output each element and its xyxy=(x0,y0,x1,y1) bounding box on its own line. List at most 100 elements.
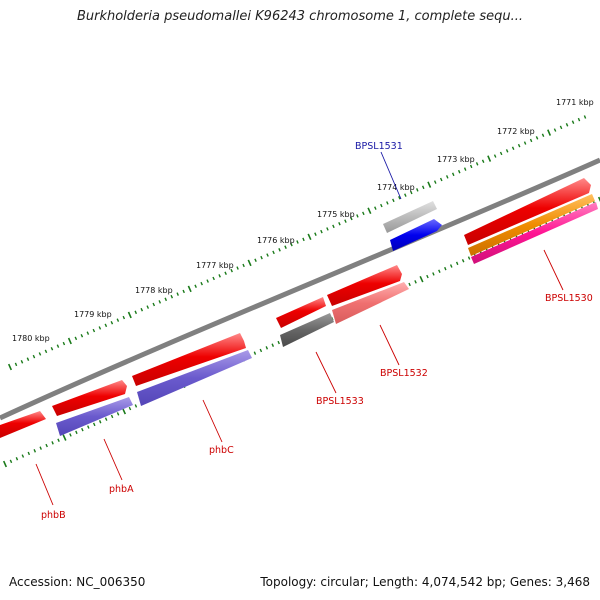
gene-feature-phba-red[interactable] xyxy=(52,380,127,416)
inner-scale-tick xyxy=(33,449,37,453)
outer-scale-tick xyxy=(505,149,509,153)
outer-scale-tick xyxy=(7,363,13,371)
outer-scale-tick xyxy=(272,250,275,255)
outer-scale-tick xyxy=(230,268,233,273)
inner-scale-tick xyxy=(432,272,435,276)
inner-scale-tick xyxy=(128,406,132,411)
map-title: Burkholderia pseudomallei K96243 chromos… xyxy=(76,9,524,24)
outer-scale-tick xyxy=(529,138,533,143)
outer-scale-tick xyxy=(427,181,432,188)
gene-feature-bpsl1531-light[interactable] xyxy=(383,201,437,233)
inner-scale-tick xyxy=(98,420,102,424)
outer-scale-tick xyxy=(433,180,437,184)
outer-scale-tick xyxy=(62,341,66,346)
kbp-label-1780: 1780 kbp xyxy=(12,334,50,343)
gene-feature-red-1533-upper[interactable] xyxy=(276,297,326,328)
gene-label-bpsl1531[interactable]: BPSL1531 xyxy=(355,141,403,152)
outer-scale-tick xyxy=(74,336,78,341)
outer-scale-tick xyxy=(380,203,383,208)
gene-feature-phbc-red[interactable] xyxy=(132,333,246,386)
outer-scale-tick xyxy=(457,169,461,174)
outer-scale-tick xyxy=(212,276,215,281)
kbp-label-1779: 1779 kbp xyxy=(74,310,112,319)
gene-feature-blue-arrow[interactable] xyxy=(390,219,442,251)
outer-scale-tick xyxy=(421,185,425,190)
outer-scale-tick xyxy=(146,305,150,309)
leader-bpsl1530 xyxy=(543,249,564,291)
gene-feature-bpsl1530-orange[interactable] xyxy=(468,194,595,256)
outer-scale-tick xyxy=(224,271,227,275)
leader-phbc xyxy=(202,399,223,443)
gene-label-bpsl1530[interactable]: BPSL1530 xyxy=(545,293,593,304)
accession-text: Accession: NC_006350 xyxy=(9,575,146,589)
inner-scale-tick xyxy=(265,346,269,350)
gene-label-bpsl1533[interactable]: BPSL1533 xyxy=(316,396,364,407)
leader-bpsl1532 xyxy=(379,324,400,366)
inner-scale-tick xyxy=(9,459,13,464)
gene-feature-bpsl1532-salmon[interactable] xyxy=(332,282,409,324)
inner-scale-tick xyxy=(444,266,447,271)
outer-scale-tick xyxy=(535,136,539,140)
outer-scale-tick xyxy=(247,259,252,267)
gene-feature-phba-purple[interactable] xyxy=(56,397,133,436)
gene-label-phbb[interactable]: phbB xyxy=(41,510,66,521)
outer-scale-tick xyxy=(26,357,30,361)
outer-scale-tick xyxy=(517,143,521,148)
outer-scale-tick xyxy=(439,177,443,182)
outer-scale-tick xyxy=(200,281,203,286)
outer-scale-tick xyxy=(553,128,557,132)
outer-scale-tick xyxy=(475,162,479,166)
inner-scale-tick xyxy=(134,404,138,408)
inner-scale-tick xyxy=(27,451,31,456)
outer-scale-tick xyxy=(392,198,395,203)
outer-scale-tick xyxy=(416,188,419,192)
inner-scale-tick xyxy=(75,430,78,435)
gene-labels: BPSL1531 BPSL1530 BPSL1532 BPSL1533 phbC… xyxy=(41,141,593,521)
inner-scale-tick xyxy=(455,261,459,266)
outer-scale-tick xyxy=(367,207,372,215)
inner-scale-tick xyxy=(461,259,465,263)
inner-scale-tick xyxy=(467,256,471,260)
gene-feature-bpsl1530-pink[interactable] xyxy=(471,202,598,264)
outer-scale-tick xyxy=(583,115,587,119)
kbp-label-1778: 1778 kbp xyxy=(135,286,173,295)
leader-bpsl1531 xyxy=(380,151,402,200)
outer-scale-tick xyxy=(410,190,413,195)
inner-scale-tick xyxy=(426,274,429,279)
outer-scale-tick xyxy=(56,344,60,348)
inner-scale-tick xyxy=(277,340,280,345)
gene-label-bpsl1532[interactable]: BPSL1532 xyxy=(380,368,428,379)
outer-scale-tick xyxy=(140,307,144,312)
outer-scale-tick xyxy=(260,255,263,260)
gene-feature-bpsl1533-grey[interactable] xyxy=(280,313,334,347)
inner-scale-tick xyxy=(2,460,8,468)
gene-label-phba[interactable]: phbA xyxy=(109,484,134,495)
inner-scale-tick xyxy=(438,269,441,273)
leader-phbb xyxy=(35,463,54,506)
inner-scale-tick xyxy=(21,454,25,458)
gene-features xyxy=(0,178,598,438)
outer-scale-tick xyxy=(374,206,377,210)
outer-scale-ring xyxy=(7,115,587,371)
outer-scale-tick xyxy=(67,337,72,345)
outer-scale-tick xyxy=(463,167,467,171)
inner-scale-tick xyxy=(419,275,424,283)
gene-feature-phbb-red[interactable] xyxy=(0,411,46,438)
outer-scale-tick xyxy=(307,233,312,241)
kbp-label-1777: 1777 kbp xyxy=(196,261,234,270)
gene-feature-bpsl1530-red[interactable] xyxy=(464,178,591,245)
gene-feature-red-1532-upper[interactable] xyxy=(327,265,402,306)
inner-scale-tick xyxy=(253,351,257,355)
outer-scale-tick xyxy=(254,258,257,262)
gene-label-phbc[interactable]: phbC xyxy=(209,445,234,456)
gene-feature-phbc-purple[interactable] xyxy=(137,350,252,406)
outer-scale-tick xyxy=(110,321,114,325)
outer-scale-tick xyxy=(158,300,162,304)
outer-scale-tick xyxy=(98,326,102,330)
inner-scale-tick xyxy=(39,446,42,450)
kbp-label-1776: 1776 kbp xyxy=(257,236,295,245)
inner-scale-tick xyxy=(110,414,114,419)
outer-scale-tick xyxy=(38,352,42,356)
inner-scale-tick xyxy=(271,343,275,347)
inner-scale-tick xyxy=(414,280,417,284)
